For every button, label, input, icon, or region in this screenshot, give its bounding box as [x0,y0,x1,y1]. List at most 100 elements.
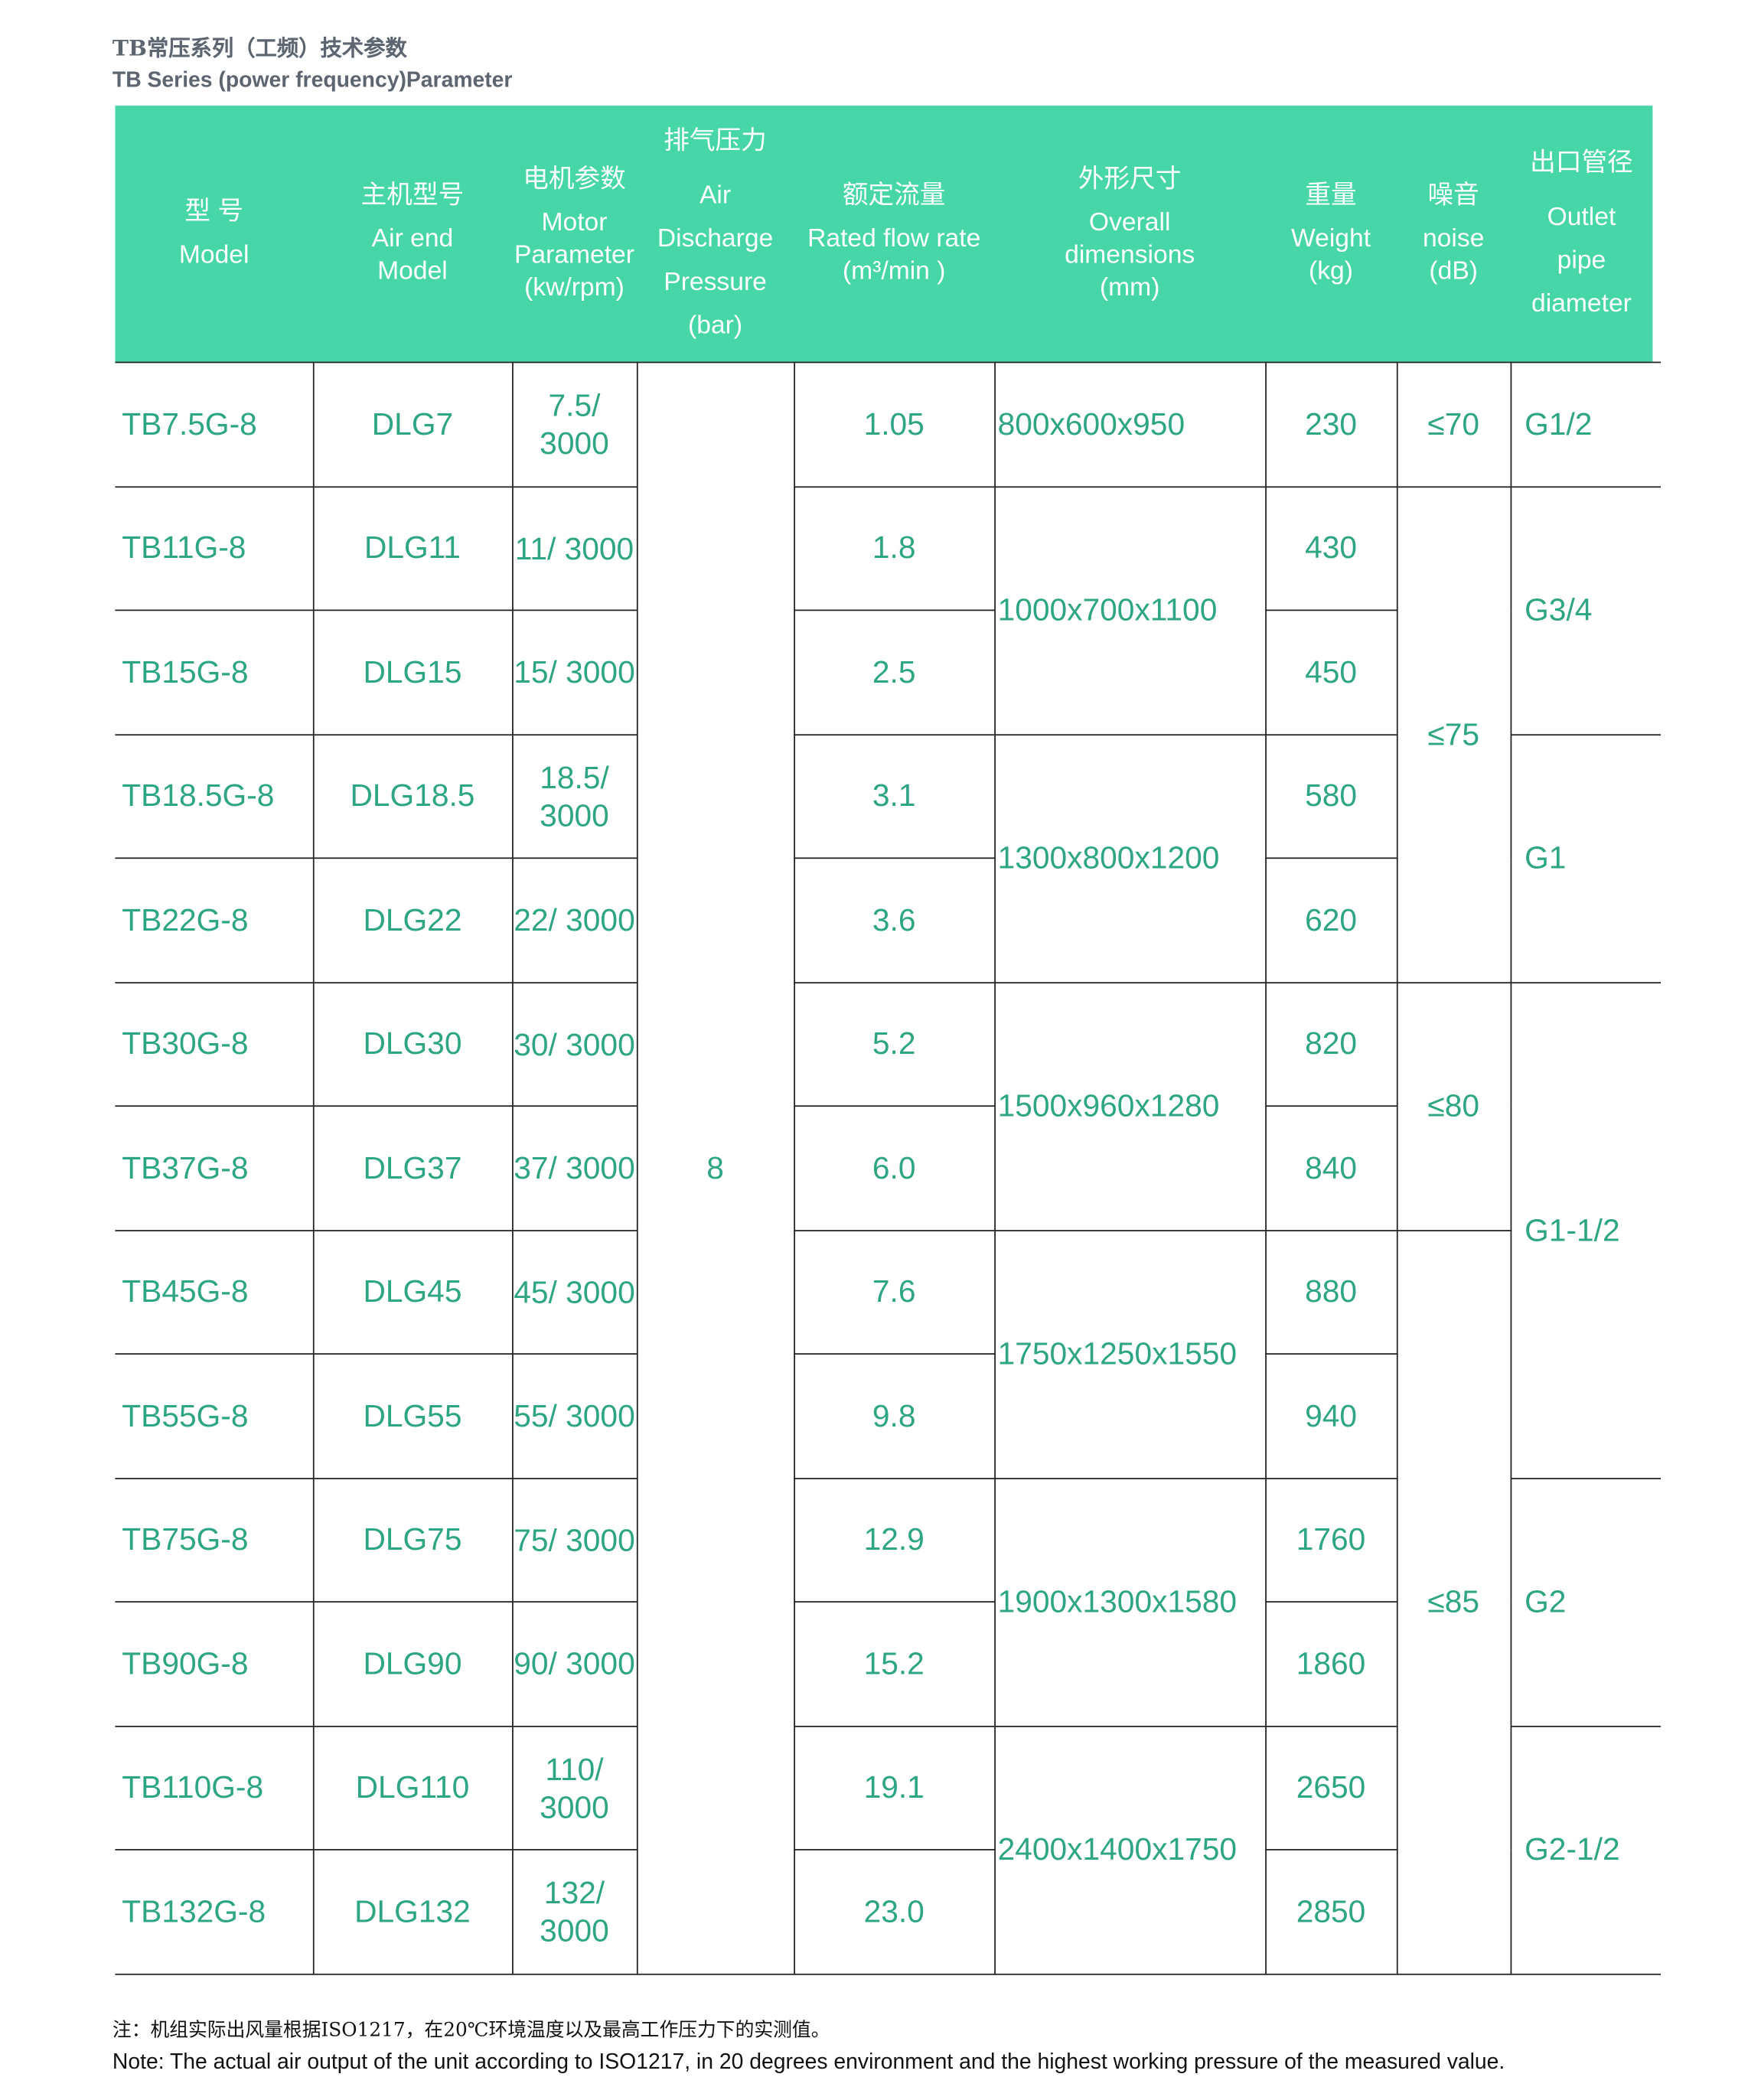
header-cn: 噪音 [1427,181,1479,210]
air-end-cell: DLG45 [311,1229,513,1355]
air-end-cell: DLG11 [311,485,513,611]
table-row: TB11G-8 DLG11 11/ 3000 1.8 1000x700x1100 430 ≤… [115,485,1662,983]
model-cell: TB45G-8 [115,1229,314,1355]
flow-cell: 19.1 [793,1725,996,1851]
flow-cell: 1.8 [793,485,996,611]
motor-cell: 55/ 3000 [511,1353,638,1479]
table-row: TB22G-8 DLG22 22/ 3000 3.6 620 [115,857,1661,983]
header-en: (kg) [1309,256,1353,285]
header-en: Air end [371,223,454,253]
air-end-cell: DLG75 [311,1477,513,1603]
table-row: TB30G-8 DLG30 30/ 3000 5.2 1500x960x1280 820 ≤… [115,981,1662,1479]
header-en: Outlet [1547,202,1616,231]
header-cn: 出口管径 [1530,148,1633,177]
header-en: Rated flow rate [807,223,981,253]
motor-cell: 7.5/ 3000 [511,361,638,488]
motor-cell: 45/ 3000 [511,1229,638,1355]
column-header: 排气压力 Air Discharge Pressure (bar) [637,106,794,362]
table-row: TB45G-8 DLG45 45/ 3000 7.6 1750x1250x1550 880… [115,1229,1661,1974]
table-row: TB75G-8 DLG75 75/ 3000 12.9 1900x1300x1580 17… [115,1477,1662,1727]
header-cn: 重量 [1305,181,1357,210]
flow-cell: 12.9 [793,1477,996,1603]
weight-cell: 820 [1264,981,1397,1107]
dimensions-cell: 1900x1300x1580 [993,1477,1267,1727]
table-row: TB90G-8 DLG90 90/ 3000 15.2 1860 [115,1601,1661,1727]
header-en: Weight [1290,223,1371,253]
header-cn: 额定流量 [842,181,946,210]
model-cell: TB90G-8 [115,1601,314,1727]
noise-cell: ≤75 [1395,485,1512,983]
motor-cell: 75/ 3000 [511,1477,638,1603]
header-en: Model [377,256,448,285]
table-row: TB15G-8 DLG15 15/ 3000 2.5 450 [115,609,1661,735]
header-en: Air [699,181,732,210]
air-end-cell: DLG15 [311,609,513,735]
header-en: (mm) [1099,272,1160,302]
weight-cell: 940 [1264,1353,1397,1479]
model-cell: TB55G-8 [115,1353,314,1479]
flow-cell: 2.5 [793,609,996,735]
outlet-cell: G1 [1509,733,1662,983]
motor-cell: 90/ 3000 [511,1601,638,1727]
header-en: noise [1422,223,1485,253]
title-cn: TB常压系列（工频）技术参数 [112,35,407,61]
outlet-cell: G3/4 [1509,485,1662,735]
motor-cell: 15/ 3000 [511,609,638,735]
header-en: Motor [541,207,608,236]
motor-cell: 18.5/ 3000 [511,733,638,859]
model-cell: TB132G-8 [115,1849,314,1974]
header-en: (dB) [1429,256,1478,285]
weight-cell: 2650 [1264,1725,1397,1851]
header-en: (m³/min ) [842,256,946,285]
weight-cell: 430 [1264,485,1397,611]
note-cn: 注：机组实际出风量根据ISO1217，在20℃环境温度以及最高工作压力下的实测值… [112,2020,830,2042]
dimensions-cell: 800x600x950 [993,361,1267,488]
header-en: Discharge [657,223,774,253]
dimensions-cell: 2400x1400x1750 [993,1725,1267,1974]
noise-cell: ≤85 [1395,1229,1512,1974]
model-cell: TB30G-8 [115,981,314,1107]
header-en: dimensions [1065,240,1195,269]
air-end-cell: DLG90 [311,1601,513,1727]
weight-cell: 450 [1264,609,1397,735]
air-end-cell: DLG55 [311,1353,513,1479]
air-end-cell: DLG30 [311,981,513,1107]
header-cn: 外形尺寸 [1078,165,1182,194]
weight-cell: 840 [1264,1105,1397,1231]
column-header: 出口管径 Outlet pipe diameter [1511,106,1653,362]
column-header: 噪音 noise (dB) [1397,106,1511,362]
outlet-cell: G2-1/2 [1509,1725,1662,1974]
note-en: Note: The actual air output of the unit … [112,2050,1505,2074]
dimensions-cell: 1000x700x1100 [993,485,1267,735]
motor-cell: 22/ 3000 [511,857,638,983]
header-en: Overall [1088,207,1171,236]
weight-cell: 230 [1264,361,1397,488]
dimensions-cell: 1500x960x1280 [993,981,1267,1231]
flow-cell: 6.0 [793,1105,996,1231]
noise-cell: ≤80 [1395,981,1512,1231]
header-cn: 电机参数 [523,165,626,194]
column-header: 主机型号 Air end Model [313,106,512,362]
outlet-cell: G1-1/2 [1509,981,1662,1479]
pressure-cell: 8 [636,361,795,1974]
flow-cell: 5.2 [793,981,996,1107]
column-header: 外形尺寸 Overall dimensions (mm) [994,106,1265,362]
parameter-table: TB7.5G-8 DLG7 7.5/ 3000 8 1.05 800x600x950 230… [115,361,1662,1974]
weight-cell: 620 [1264,857,1397,983]
flow-cell: 9.8 [793,1353,996,1479]
weight-cell: 2850 [1264,1849,1397,1974]
air-end-cell: DLG132 [311,1849,513,1974]
header-en: Parameter [514,240,634,269]
dimensions-cell: 1750x1250x1550 [993,1229,1267,1479]
header-en: (kw/rpm) [524,272,625,302]
air-end-cell: DLG22 [311,857,513,983]
air-end-cell: DLG7 [311,361,513,488]
table-row: TB7.5G-8 DLG7 7.5/ 3000 8 1.05 800x600x950 230… [115,361,1662,1974]
column-header: 型 号 Model [115,106,312,362]
dimensions-cell: 1300x800x1200 [993,733,1267,983]
motor-cell: 37/ 3000 [511,1105,638,1231]
header-cn: 主机型号 [360,181,465,210]
table-row: TB18.5G-8 DLG18.5 18.5/ 3000 3.1 1300x800x12… [115,733,1662,983]
weight-cell: 1760 [1264,1477,1397,1603]
